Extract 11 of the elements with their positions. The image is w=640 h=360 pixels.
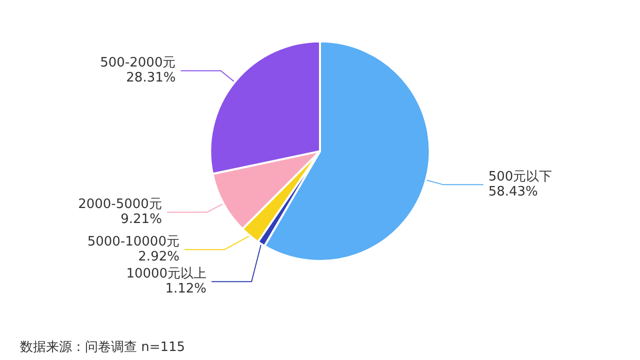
data-label: 1.12% — [165, 282, 207, 297]
slice-label: 2000-5000元 — [78, 197, 162, 212]
data-label: 58.43% — [488, 184, 538, 200]
slice-label: 10000元以上 — [126, 266, 207, 282]
data-label: 2.92% — [138, 250, 180, 265]
slice-label: 500元以下 — [488, 170, 552, 185]
slice-label: 500-2000元 — [100, 56, 176, 71]
data-label: 28.31% — [126, 70, 176, 86]
source-note: 数据来源：问卷调查 n=115 — [20, 340, 186, 355]
slice-label: 5000-10000元 — [87, 234, 180, 250]
data-label: 9.21% — [120, 212, 162, 228]
